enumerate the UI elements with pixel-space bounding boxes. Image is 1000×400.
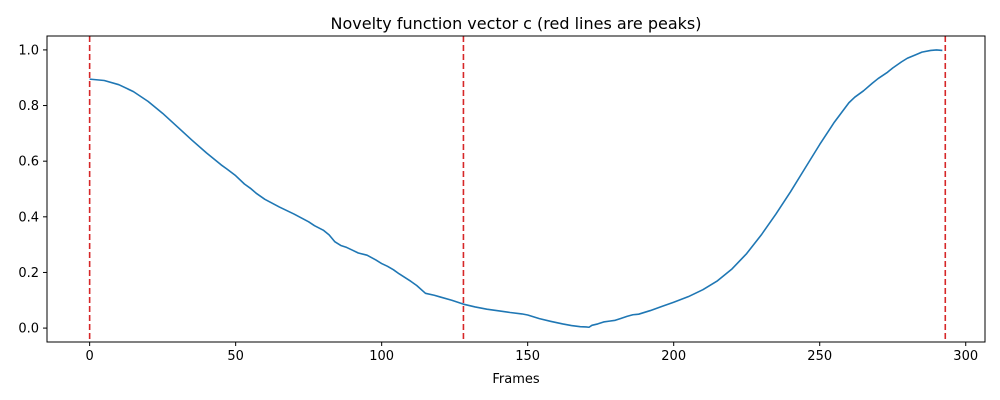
x-tick-label: 100 bbox=[369, 349, 394, 364]
x-tick-label: 200 bbox=[661, 349, 686, 364]
series-line-0 bbox=[89, 49, 943, 329]
y-tick-label: 0.2 bbox=[18, 266, 39, 281]
y-tick-label: 0.8 bbox=[18, 99, 39, 114]
plot-frame bbox=[46, 35, 986, 343]
y-tick-label: 0.0 bbox=[18, 322, 39, 337]
x-tick-label: 0 bbox=[85, 349, 93, 364]
y-tick-label: 0.6 bbox=[18, 155, 39, 170]
x-tick-label: 150 bbox=[515, 349, 540, 364]
x-tick-label: 250 bbox=[807, 349, 832, 364]
y-tick-label: 0.4 bbox=[18, 210, 39, 225]
y-tick-label: 1.0 bbox=[18, 43, 39, 58]
x-tick-label: 300 bbox=[953, 349, 978, 364]
x-axis-ticks: 0 50 100 150 200 250 300 bbox=[85, 342, 978, 364]
peak-lines bbox=[88, 36, 947, 342]
y-axis-ticks: 0.0 0.2 0.4 0.6 0.8 1.0 bbox=[18, 43, 47, 337]
x-axis-label: Frames bbox=[492, 372, 540, 387]
x-tick-label: 50 bbox=[227, 349, 244, 364]
chart-title: Novelty function vector c (red lines are… bbox=[331, 14, 702, 33]
series-layer bbox=[89, 49, 943, 329]
